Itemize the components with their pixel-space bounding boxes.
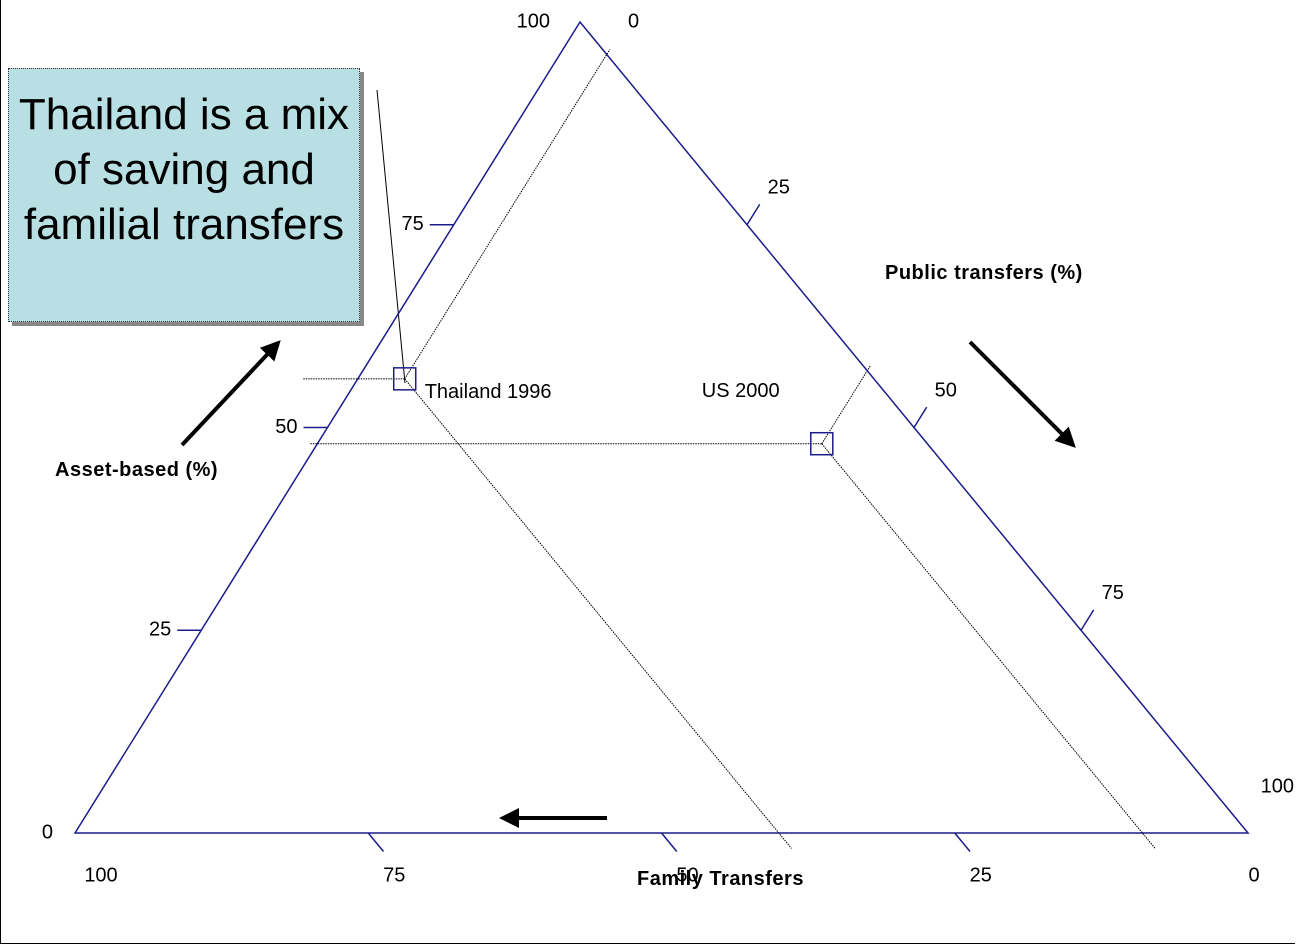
- tick-mark: [367, 832, 385, 853]
- tick-label: 100: [517, 10, 550, 32]
- tick-label: 75: [1102, 582, 1124, 604]
- tick-label: 0: [1248, 864, 1259, 886]
- arrow: [180, 340, 281, 447]
- tick-label: 100: [1261, 775, 1294, 797]
- axis-title: Public transfers (%): [885, 262, 1083, 284]
- tick-label: 50: [935, 379, 957, 401]
- tick-label: 75: [383, 864, 405, 886]
- tick-label: 0: [628, 10, 639, 32]
- tick-label: 0: [42, 821, 53, 843]
- tick-label: 100: [84, 864, 117, 886]
- axis-title: Asset-based (%): [55, 459, 219, 481]
- guide-line: [821, 443, 1156, 849]
- tick-mark: [954, 832, 971, 853]
- tick-label: 50: [275, 416, 297, 438]
- guide-line: [404, 378, 792, 849]
- tick-label: 50: [676, 864, 698, 886]
- data-point: [392, 367, 417, 391]
- arrow: [968, 340, 1076, 448]
- tick-label: 25: [149, 619, 171, 641]
- guide-line: [821, 365, 871, 444]
- tick-label: 25: [970, 864, 992, 886]
- annotation-box: Thailand is a mix of saving and familial…: [8, 68, 360, 322]
- tick-mark: [913, 406, 928, 428]
- axis-title: Family Transfers: [637, 868, 804, 890]
- tick-mark: [1080, 609, 1095, 631]
- data-point: [810, 431, 834, 456]
- annotation-pointer: [376, 89, 406, 384]
- tick-label: 75: [402, 213, 424, 235]
- guide-line: [404, 49, 611, 380]
- tick-label: 25: [768, 177, 790, 199]
- tick-mark: [660, 832, 678, 853]
- point-label: US 2000: [702, 380, 780, 402]
- tick-mark: [746, 203, 761, 226]
- point-label: Thailand 1996: [425, 381, 552, 403]
